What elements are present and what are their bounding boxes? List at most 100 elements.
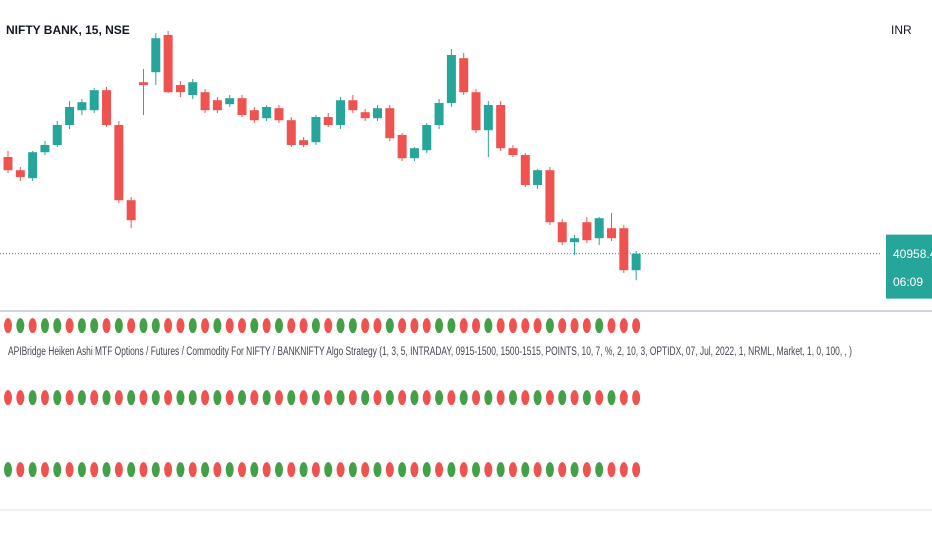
signal-dot [336,462,345,478]
signal-dot [225,390,234,406]
candle-body [3,157,13,171]
signal-dot [65,318,74,334]
candle-body [299,140,309,145]
signal-dot [65,390,74,406]
signal-dot [607,390,616,406]
signal-dot [102,462,111,478]
last-price-label: 40958.45 [893,247,932,261]
candle-body [557,222,567,243]
signal-dot [164,462,173,478]
candle-body [409,148,419,159]
signal-dot [53,318,62,334]
candle-body [422,125,432,151]
signal-dot [373,462,382,478]
candle-body [582,222,592,241]
candle-body [434,103,444,125]
signal-dot [496,390,505,406]
signal-dot [533,318,542,334]
candle-body [126,200,136,221]
candle-body [163,35,173,93]
candle-body [175,85,185,93]
signal-dot [459,462,468,478]
signal-dot [410,318,419,334]
signal-dot [582,318,591,334]
signal-dot [201,462,210,478]
signal-dot [4,462,13,478]
signal-dot [533,462,542,478]
signal-dot [459,390,468,406]
signal-dot [545,318,554,334]
signal-dot [139,462,148,478]
signal-dot [299,462,308,478]
candle-body [570,238,580,243]
signal-dot [77,318,86,334]
candle-body [360,112,370,119]
candle-body [77,102,87,111]
signal-dot [114,318,123,334]
signal-dot [40,390,49,406]
countdown-label: 06:09 [893,275,923,289]
candle-body [15,170,25,177]
indicator-title[interactable]: APIBridge Heiken Ashi MTF Options / Futu… [8,346,852,358]
signal-dot [558,390,567,406]
signal-dot [558,318,567,334]
signal-dot [472,390,481,406]
signal-dot [90,318,99,334]
signal-dot [201,390,210,406]
signal-dot [151,462,160,478]
signal-dot [287,462,296,478]
signal-dot [508,390,517,406]
candle-body [446,55,456,103]
signal-dot [472,462,481,478]
signal-dot [435,462,444,478]
signal-dot [410,462,419,478]
signal-dot [336,390,345,406]
signal-dot [201,318,210,334]
signal-dot [90,462,99,478]
signal-dot [484,318,493,334]
signal-dot [238,462,247,478]
signal-dot [607,462,616,478]
signal-dot [521,462,530,478]
signal-dot [311,462,320,478]
signal-dot [127,318,136,334]
signal-dot [139,318,148,334]
candle-body [533,170,543,185]
signal-dot [127,390,136,406]
signal-dot [385,462,394,478]
signal-dot [77,462,86,478]
signal-dot [619,318,628,334]
signal-dot [632,318,641,334]
candle-body [102,90,112,125]
candle-body [594,218,604,239]
candle-body [471,92,481,131]
candle-body [28,152,38,179]
candle-body [52,125,62,145]
candle-body [237,98,247,115]
signal-dot [582,390,591,406]
signal-dot [459,318,468,334]
candle-body [631,253,641,271]
signal-dot [176,462,185,478]
signal-dot [299,318,308,334]
signal-dot [373,318,382,334]
signal-dot [410,390,419,406]
candle-body [545,170,555,223]
plot-layer [0,31,880,478]
signal-dot [447,390,456,406]
signal-dot [4,318,13,334]
candle-body [483,105,493,131]
signal-dot [90,390,99,406]
candle-body [508,148,518,155]
signal-dot [435,318,444,334]
signal-dot [595,318,604,334]
signal-dot [595,462,604,478]
signal-dot [545,390,554,406]
signal-dot [508,462,517,478]
signal-dot [225,462,234,478]
signal-dot [262,390,271,406]
signal-dot [582,462,591,478]
signal-dot [472,318,481,334]
signal-dot [311,390,320,406]
